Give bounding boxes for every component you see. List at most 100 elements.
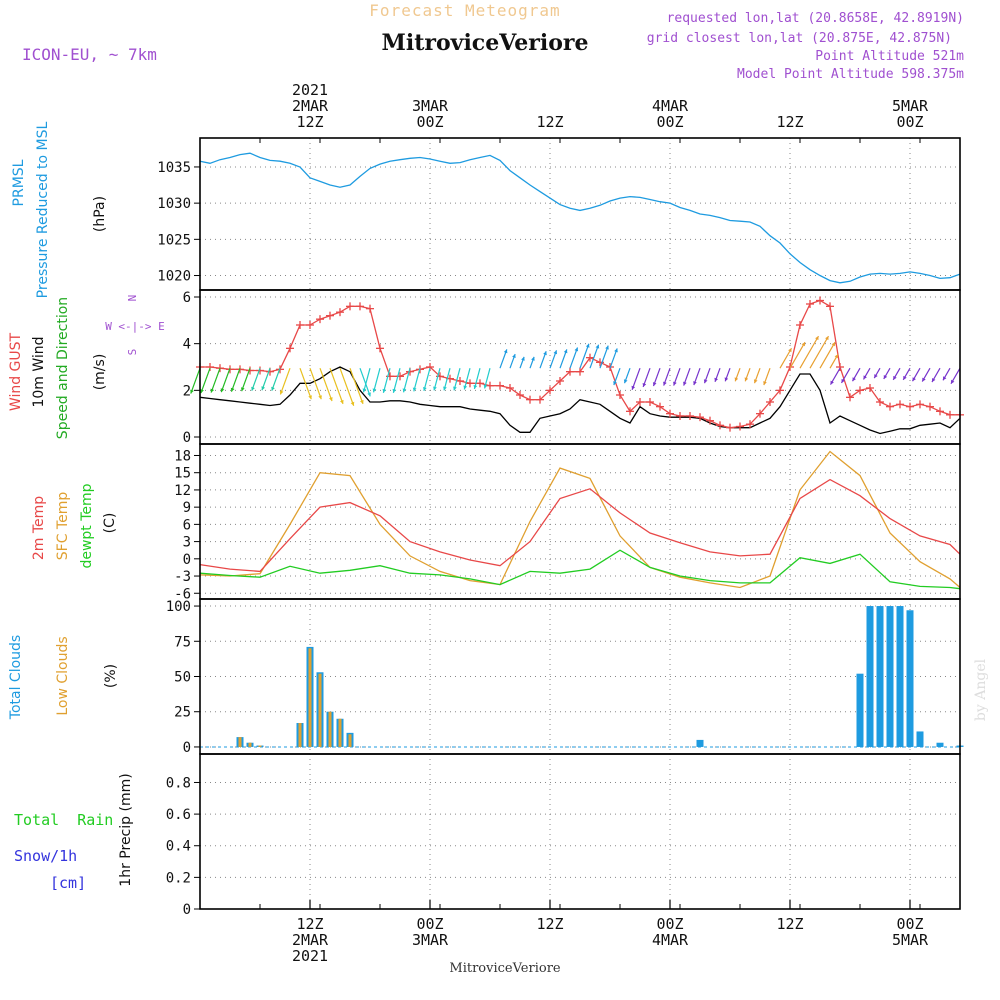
y-tick-label: 0 <box>183 740 191 756</box>
wind-direction-arrow <box>329 367 344 405</box>
wind-direction-arrow <box>579 343 590 369</box>
compass-n: N <box>126 295 139 302</box>
bottom-time-label: 3MAR <box>412 931 449 949</box>
y-tick-label: 1035 <box>157 160 191 176</box>
wind-direction-arrow <box>392 368 401 393</box>
wind-direction-arrow <box>261 367 271 391</box>
panel-frame <box>199 137 961 291</box>
compass-we: W <-|-> E <box>105 320 165 333</box>
total-cloud-bar <box>856 673 864 747</box>
y-tick-label: 25 <box>174 705 191 721</box>
wind-direction-arrow <box>443 368 451 391</box>
point-altitude: Point Altitude 521m <box>815 49 964 64</box>
wind-direction-arrow-head <box>251 386 255 391</box>
wind-direction-arrow <box>220 367 231 393</box>
low-cloud-bar <box>248 742 252 747</box>
wind-direction-arrow-head <box>693 381 697 386</box>
wind-direction-arrow <box>433 368 441 391</box>
y-tick-label: 1030 <box>157 196 191 212</box>
y-tick-label: 4 <box>183 337 191 353</box>
top-time-label: 5MAR <box>892 97 929 115</box>
wind-direction-arrow-head <box>372 388 377 393</box>
wind-direction-arrow <box>319 367 333 402</box>
model-altitude: Model Point Altitude 598.375m <box>737 67 964 82</box>
clouds-ylabel-low: Low Clouds <box>55 636 71 715</box>
wind-ylabel-dir: Speed and Direction <box>55 297 71 439</box>
wind-direction-arrow-head <box>951 379 955 384</box>
wind-direction-arrow-head <box>912 377 916 382</box>
top-time-label: 12Z <box>536 113 563 131</box>
top-time-label: 12Z <box>296 113 323 131</box>
wind-direction-arrow-head <box>724 377 729 382</box>
wind-direction-arrow-head <box>595 344 600 349</box>
wind-direction-arrow-head <box>852 377 856 382</box>
wind-direction-arrow-head <box>734 377 739 382</box>
clouds-unit: (%) <box>103 664 119 688</box>
y-tick-label: 0 <box>183 552 191 568</box>
wind-direction-arrow-head <box>230 387 235 392</box>
total-cloud-bar <box>936 742 944 747</box>
y-tick-label: 15 <box>174 466 191 482</box>
wind-direction-arrow-head <box>453 386 457 391</box>
bottom-time-label: 12Z <box>776 915 803 933</box>
pressure-line <box>199 152 961 284</box>
y-tick-label: -3 <box>174 569 191 585</box>
wind-direction-arrow-head <box>903 375 907 380</box>
top-time-label: 4MAR <box>652 97 689 115</box>
y-tick-label: 50 <box>174 670 191 686</box>
signature: by Angel <box>973 658 989 721</box>
wind-direction-arrow-head <box>241 387 245 392</box>
top-time-label: 00Z <box>656 113 683 131</box>
wind-direction-arrow <box>200 367 211 394</box>
gust-line <box>200 299 960 429</box>
wind-direction-arrow <box>809 335 830 369</box>
total-cloud-bar <box>866 606 874 747</box>
wind-direction-arrow-head <box>318 395 322 400</box>
wind-direction-arrow <box>190 367 201 394</box>
wind-direction-arrow-head <box>512 354 516 358</box>
low-cloud-bar <box>328 711 332 747</box>
wind-direction-arrow-head <box>543 351 547 356</box>
wind-direction-arrow-head <box>200 389 204 394</box>
total-cloud-bar <box>916 731 924 747</box>
y-tick-label: 2 <box>183 383 191 399</box>
bottom-time-label: 12Z <box>296 915 323 933</box>
wind-direction-arrow-head <box>714 377 718 382</box>
pressure-ylabel-1: PRMSL <box>11 159 27 206</box>
wind-direction-arrow-head <box>605 345 609 350</box>
low-cloud-bar <box>348 734 352 747</box>
wind-direction-arrow-head <box>271 386 275 391</box>
top-time-label: 00Z <box>896 113 923 131</box>
wind-direction-arrow-head <box>663 381 667 386</box>
top-time-label: 2MAR <box>292 97 329 115</box>
y-tick-label: 0.8 <box>166 775 191 791</box>
wind-direction-arrow <box>271 367 281 391</box>
wind-direction-arrow <box>473 368 481 390</box>
temp-2m-line <box>199 478 961 573</box>
wind-direction-arrow <box>569 347 579 369</box>
wind-direction-arrow <box>631 367 641 390</box>
y-tick-label: -6 <box>174 586 191 602</box>
wind-direction-arrow <box>799 335 820 369</box>
closest-coords: grid closest lon,lat (20.875E, 42.875N) <box>647 31 952 46</box>
panel-frame <box>199 753 961 910</box>
bottom-title: MitroviceVeriore <box>449 961 561 976</box>
wind-direction-arrow-head <box>473 385 478 389</box>
wind-direction-arrow-head <box>261 386 265 391</box>
wind-direction-arrow-head <box>753 379 758 384</box>
page-title: MitroviceVeriore <box>382 30 589 56</box>
wind-direction-arrow <box>423 368 431 392</box>
wind-direction-arrow <box>279 367 291 395</box>
wind-direction-arrow <box>483 368 491 389</box>
pressure-ylabel-2: Pressure Reduced to MSL <box>35 121 51 298</box>
bottom-time-label: 2021 <box>292 947 328 965</box>
temp-unit: (C) <box>102 513 118 534</box>
wind-direction-arrow-head <box>279 390 284 395</box>
y-tick-label: 1025 <box>157 232 191 248</box>
wind-direction-arrow <box>413 368 421 392</box>
plot-layer: 10201025103010350246-6-30369121518025507… <box>157 81 964 965</box>
total-cloud-bar <box>886 606 894 747</box>
wind-direction-arrow-head <box>367 392 371 397</box>
y-tick-label: 1020 <box>157 269 191 285</box>
wind-direction-arrow-head <box>563 349 568 354</box>
